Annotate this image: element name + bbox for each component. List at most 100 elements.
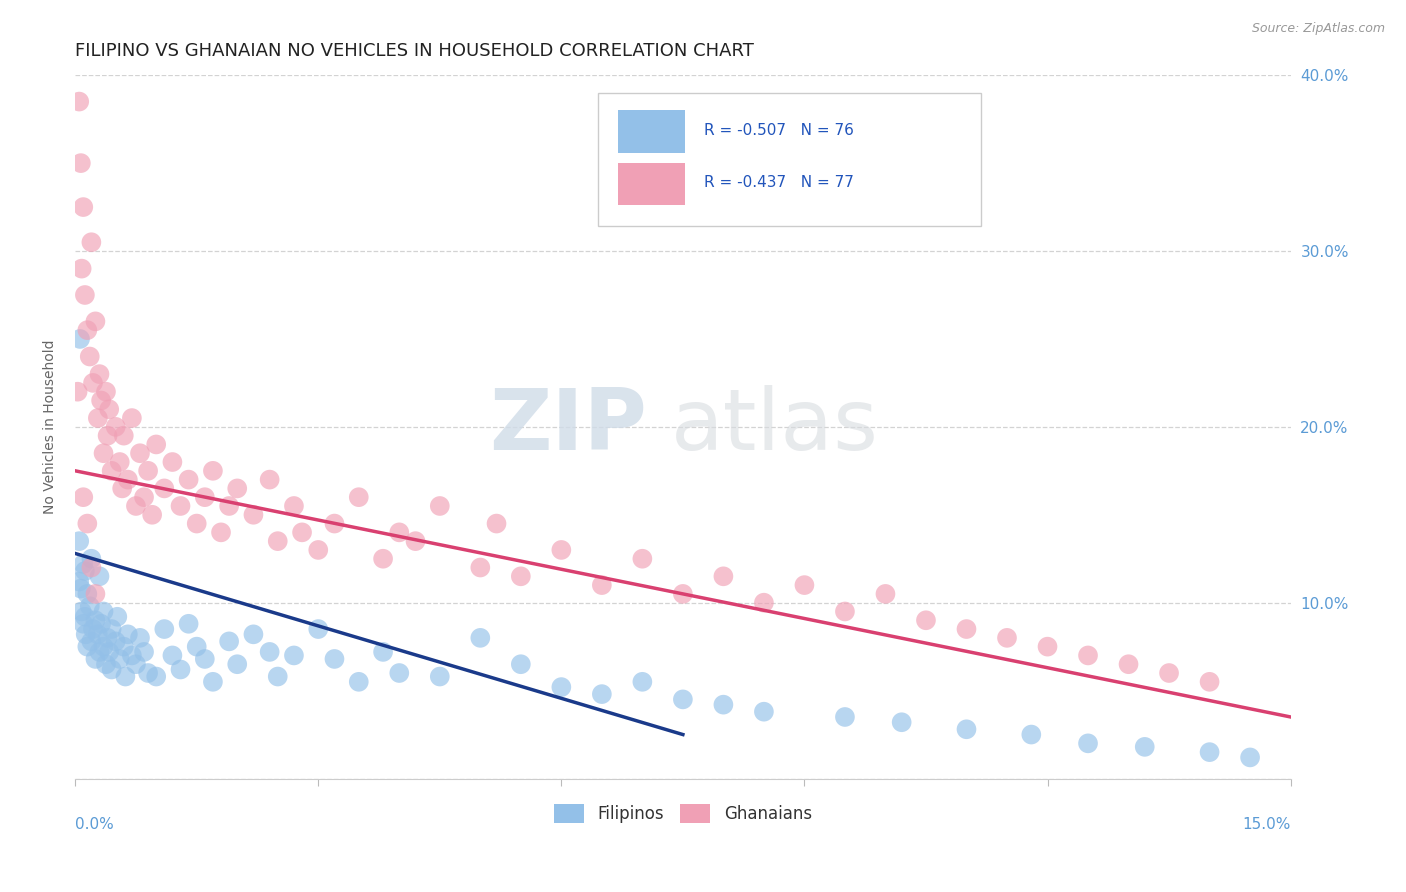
Point — [429, 669, 451, 683]
Point — [162, 455, 184, 469]
Point — [1118, 657, 1140, 672]
Point — [915, 613, 938, 627]
Point — [84, 314, 107, 328]
Point — [672, 692, 695, 706]
Point — [90, 616, 112, 631]
Point — [70, 156, 93, 170]
Point — [1133, 739, 1156, 754]
Point — [713, 698, 735, 712]
Point — [72, 490, 94, 504]
Point — [73, 564, 96, 578]
Point — [591, 687, 613, 701]
Point — [267, 534, 290, 549]
Point — [752, 705, 775, 719]
Legend: Filipinos, Ghanaians: Filipinos, Ghanaians — [547, 797, 818, 830]
Text: ZIP: ZIP — [489, 385, 647, 468]
Point — [162, 648, 184, 663]
Point — [209, 525, 232, 540]
Point — [201, 464, 224, 478]
Point — [112, 640, 135, 654]
Point — [70, 605, 93, 619]
Point — [1198, 674, 1220, 689]
Bar — [619, 163, 685, 205]
Point — [94, 657, 117, 672]
Point — [194, 652, 217, 666]
Point — [153, 482, 176, 496]
Point — [242, 508, 264, 522]
Point — [67, 95, 90, 109]
Point — [875, 587, 897, 601]
Point — [388, 525, 411, 540]
Point — [955, 622, 977, 636]
Point — [80, 235, 103, 250]
Point — [145, 669, 167, 683]
Point — [226, 482, 249, 496]
Point — [307, 622, 329, 636]
Point — [186, 640, 208, 654]
Point — [93, 605, 115, 619]
Point — [84, 613, 107, 627]
Point — [89, 569, 111, 583]
Point — [509, 569, 531, 583]
Point — [631, 674, 654, 689]
Point — [89, 367, 111, 381]
Point — [108, 652, 131, 666]
Point — [93, 640, 115, 654]
Point — [80, 560, 103, 574]
Point — [291, 525, 314, 540]
Point — [73, 288, 96, 302]
Point — [834, 710, 856, 724]
Point — [1239, 750, 1261, 764]
Point — [70, 582, 93, 596]
Point — [80, 551, 103, 566]
Point — [307, 543, 329, 558]
Text: 0.0%: 0.0% — [75, 817, 114, 832]
Point — [117, 627, 139, 641]
Point — [93, 446, 115, 460]
Point — [82, 376, 104, 390]
Point — [793, 578, 815, 592]
Point — [347, 674, 370, 689]
Point — [94, 384, 117, 399]
Point — [177, 473, 200, 487]
Point — [713, 569, 735, 583]
Point — [73, 609, 96, 624]
Point — [752, 596, 775, 610]
Point — [153, 622, 176, 636]
Point — [129, 631, 152, 645]
Point — [201, 674, 224, 689]
Point — [145, 437, 167, 451]
Point — [104, 634, 127, 648]
Point — [125, 657, 148, 672]
Point — [72, 200, 94, 214]
Point — [186, 516, 208, 531]
Point — [1198, 745, 1220, 759]
Point — [117, 473, 139, 487]
Point — [89, 645, 111, 659]
Point — [347, 490, 370, 504]
FancyBboxPatch shape — [598, 93, 980, 227]
Point — [323, 516, 346, 531]
Point — [84, 652, 107, 666]
Point — [98, 645, 121, 659]
Point — [132, 490, 155, 504]
Point — [194, 490, 217, 504]
Point — [79, 599, 101, 614]
Point — [955, 723, 977, 737]
Point — [129, 446, 152, 460]
Point — [87, 411, 110, 425]
Point — [87, 627, 110, 641]
Point — [177, 616, 200, 631]
Point — [218, 499, 240, 513]
Point — [890, 715, 912, 730]
Point — [80, 634, 103, 648]
Point — [283, 499, 305, 513]
Point — [259, 645, 281, 659]
Point — [1077, 648, 1099, 663]
Point — [218, 634, 240, 648]
Point — [104, 420, 127, 434]
Point — [631, 551, 654, 566]
Point — [1021, 727, 1043, 741]
Point — [485, 516, 508, 531]
Point — [834, 605, 856, 619]
